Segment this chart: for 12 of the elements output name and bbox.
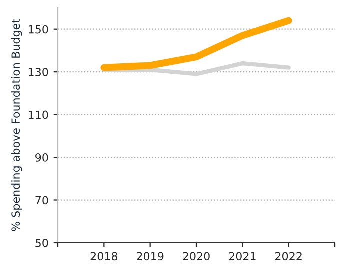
y-tick-label: 130 — [28, 68, 48, 76]
y-tick-label: 150 — [28, 25, 48, 34]
y-tick-label: 50 — [36, 238, 48, 248]
y-tick-label: 70 — [36, 196, 48, 205]
x-tick-label: 2018 — [90, 252, 118, 261]
y-axis-title: % Spending above Foundation Budget — [11, 19, 22, 232]
y-tick-label: 90 — [36, 154, 48, 162]
x-tick-label: 2021 — [229, 252, 256, 261]
x-tick-label: 2022 — [276, 252, 302, 261]
x-tick-label: 2019 — [137, 252, 164, 261]
x-tick-label: 2020 — [183, 252, 210, 261]
y-tick-label: 110 — [28, 110, 48, 120]
